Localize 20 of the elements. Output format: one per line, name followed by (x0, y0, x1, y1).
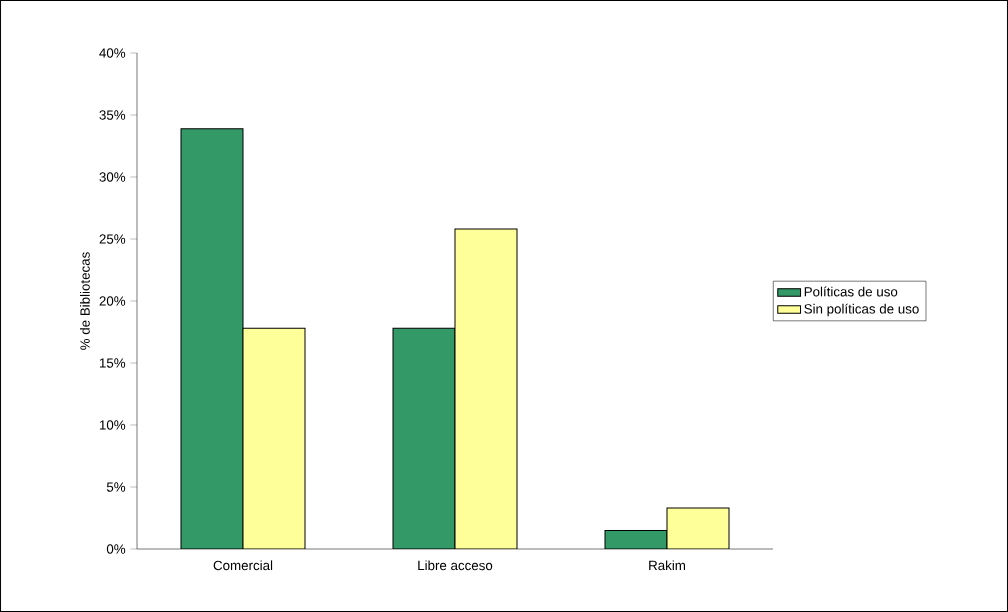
bar (180, 128, 244, 549)
y-tick-label: 0% (106, 544, 126, 554)
y-tick-label: 25% (99, 234, 126, 244)
y-tick-label: 15% (99, 358, 126, 368)
y-tick-label: 30% (99, 172, 126, 182)
y-tick-label: 35% (99, 110, 126, 120)
bar (242, 327, 306, 549)
y-tick-label: 5% (106, 482, 126, 492)
bar (454, 228, 518, 549)
legend-label: Políticas de uso (804, 286, 898, 297)
y-axis-title: % de Bibliotecas (79, 252, 90, 350)
y-tick-label: 10% (99, 420, 126, 430)
x-tick-label: Comercial (213, 560, 273, 571)
bar (392, 327, 456, 549)
x-tick-label: Libre acceso (418, 560, 493, 571)
y-tick-label: 40% (99, 48, 126, 58)
legend-label: Sin políticas de uso (804, 303, 919, 317)
bar (666, 507, 730, 549)
y-tick-label: 20% (99, 296, 126, 306)
x-tick-label: Rakim (649, 560, 685, 571)
